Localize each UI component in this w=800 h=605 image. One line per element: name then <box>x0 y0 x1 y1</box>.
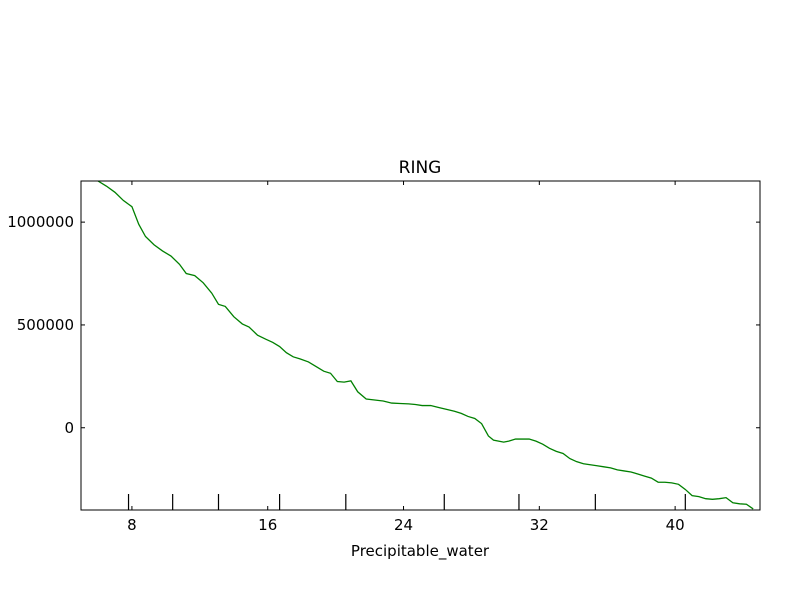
chart-title: RING <box>399 158 442 178</box>
x-tick-label: 16 <box>258 516 277 534</box>
plot-frame <box>80 180 761 511</box>
x-tick-label: 32 <box>530 516 549 534</box>
y-tick-label: 1000000 <box>7 213 74 231</box>
x-tick-label: 8 <box>127 516 137 534</box>
y-tick-label: 500000 <box>17 316 74 334</box>
x-tick-label: 40 <box>666 516 685 534</box>
plot-area <box>97 181 754 510</box>
y-tick-label: 0 <box>64 419 74 437</box>
series-line <box>97 181 754 510</box>
x-axis-label: Precipitable_water <box>351 542 490 561</box>
x-tick-label: 24 <box>394 516 413 534</box>
